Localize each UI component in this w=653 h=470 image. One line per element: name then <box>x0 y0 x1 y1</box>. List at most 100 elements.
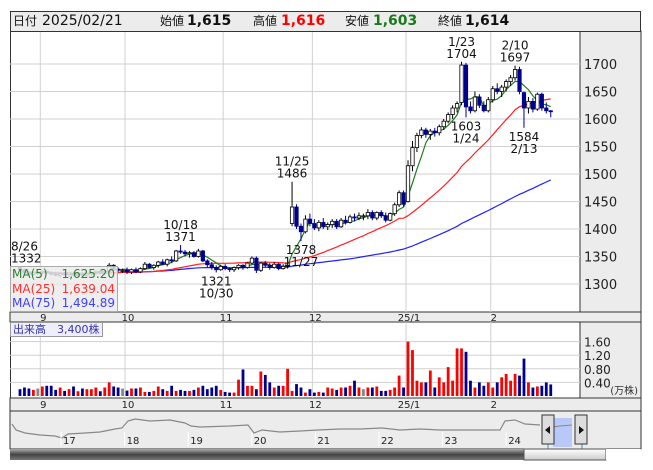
volume-bar <box>321 392 325 396</box>
scrollbar-thumb[interactable] <box>523 448 607 461</box>
volume-bar <box>491 387 495 396</box>
chart-window <box>10 11 641 460</box>
candle <box>276 263 281 270</box>
volume-bar <box>134 388 138 396</box>
candle <box>129 269 134 273</box>
candle <box>160 261 165 265</box>
annotation-value: 1378 <box>286 243 317 257</box>
candle <box>495 88 500 92</box>
volume-bar <box>308 389 312 396</box>
volume-bar <box>40 386 44 396</box>
month-label: 10 <box>122 313 135 324</box>
candle <box>281 265 286 269</box>
volume-bar <box>272 387 276 396</box>
axis-labels: 1300 1350 1400 1450 1500 1550 1600 1650 1700 0.40… <box>40 58 617 411</box>
candle <box>419 129 424 136</box>
volume-bar <box>103 387 107 396</box>
price-tick-label: 1600 <box>584 113 617 128</box>
navigator-selection[interactable] <box>553 418 572 447</box>
candle <box>240 264 246 268</box>
volume-bar <box>263 374 267 396</box>
candle <box>405 165 411 202</box>
navigator-year-label: 23 <box>445 436 458 447</box>
navigator-year-label: 24 <box>508 436 521 447</box>
candle <box>334 220 339 228</box>
volume-bar <box>357 387 361 396</box>
volume-bar <box>402 387 405 396</box>
volume-bar <box>500 377 504 396</box>
annotation-value: 1704 <box>446 47 477 61</box>
volume-tick-label: 0.40 <box>584 376 611 390</box>
candle <box>428 130 433 135</box>
volume-bar <box>540 385 544 396</box>
candle <box>499 86 504 92</box>
month-label: 11 <box>220 313 233 324</box>
caret-left-icon <box>545 426 550 434</box>
volume-month-label: 12 <box>309 400 322 411</box>
candle <box>303 218 308 233</box>
volume-bar <box>312 392 316 396</box>
volume-bar <box>121 388 124 396</box>
volume-bar <box>295 384 298 396</box>
annotation-date: 8/26 <box>11 239 38 253</box>
x-axis-strip <box>9 311 642 323</box>
candle <box>486 99 491 112</box>
navigator-right-handle[interactable] <box>574 414 588 445</box>
volume-tick-label: 1.20 <box>584 349 611 363</box>
close-label: 終値 <box>438 14 463 28</box>
candle <box>548 110 553 113</box>
volume-bar <box>45 385 49 396</box>
volume-bar <box>152 390 156 396</box>
scrollbar-track[interactable] <box>10 449 524 460</box>
volume-bar <box>116 387 120 396</box>
volume-bar <box>411 350 414 396</box>
candle <box>182 251 188 255</box>
annotation-date: 2/13 <box>511 142 538 156</box>
volume-bar <box>473 387 477 396</box>
candle <box>307 218 313 224</box>
volume-bar <box>495 382 499 396</box>
candle <box>454 103 460 109</box>
price-tick-label: 1650 <box>584 86 617 101</box>
volume-bar <box>18 389 22 396</box>
volume-bar <box>464 351 468 396</box>
price-tick-label: 1300 <box>584 278 617 293</box>
navigator-left-handle[interactable] <box>541 414 555 445</box>
annotation-date: 2/10 <box>502 39 529 53</box>
annotations: 8/26133210/181371132110/3011/25148613781… <box>11 35 539 301</box>
volume-bar <box>437 377 441 396</box>
candle <box>414 135 420 149</box>
volume-bar <box>527 382 530 396</box>
volume-bar <box>424 382 428 396</box>
volume-bar <box>241 369 245 396</box>
volume-bar <box>58 387 62 396</box>
volume-bar <box>54 389 58 396</box>
volume-bar <box>254 389 258 396</box>
close-value: 1,614 <box>465 13 510 29</box>
candle <box>173 250 179 262</box>
volume-bar <box>205 389 209 396</box>
annotation-date: 1/24 <box>453 131 480 145</box>
price-tick-label: 1450 <box>584 196 617 211</box>
low-label: 安値 <box>345 14 370 28</box>
volume-bar <box>223 391 227 396</box>
volume-bar <box>433 387 437 396</box>
volume-bar <box>290 390 294 396</box>
volume-bar <box>89 389 93 396</box>
volume-month-label: 2 <box>491 400 497 411</box>
open-value: 1,615 <box>187 13 232 29</box>
volume-bar <box>518 375 521 396</box>
price-tick-label: 1500 <box>584 168 617 183</box>
volume-bar <box>219 389 223 396</box>
candle <box>165 259 170 265</box>
date-value: 2025/02/21 <box>42 13 123 29</box>
volume-bar <box>214 385 218 396</box>
volume-bar <box>348 385 352 396</box>
volume-bar <box>250 385 254 396</box>
annotation-date: 10/18 <box>163 218 198 232</box>
candle <box>272 263 277 268</box>
volume-x-axis-strip <box>9 397 642 412</box>
candle <box>169 259 174 262</box>
volume-bar <box>161 389 165 396</box>
candle <box>450 107 455 115</box>
